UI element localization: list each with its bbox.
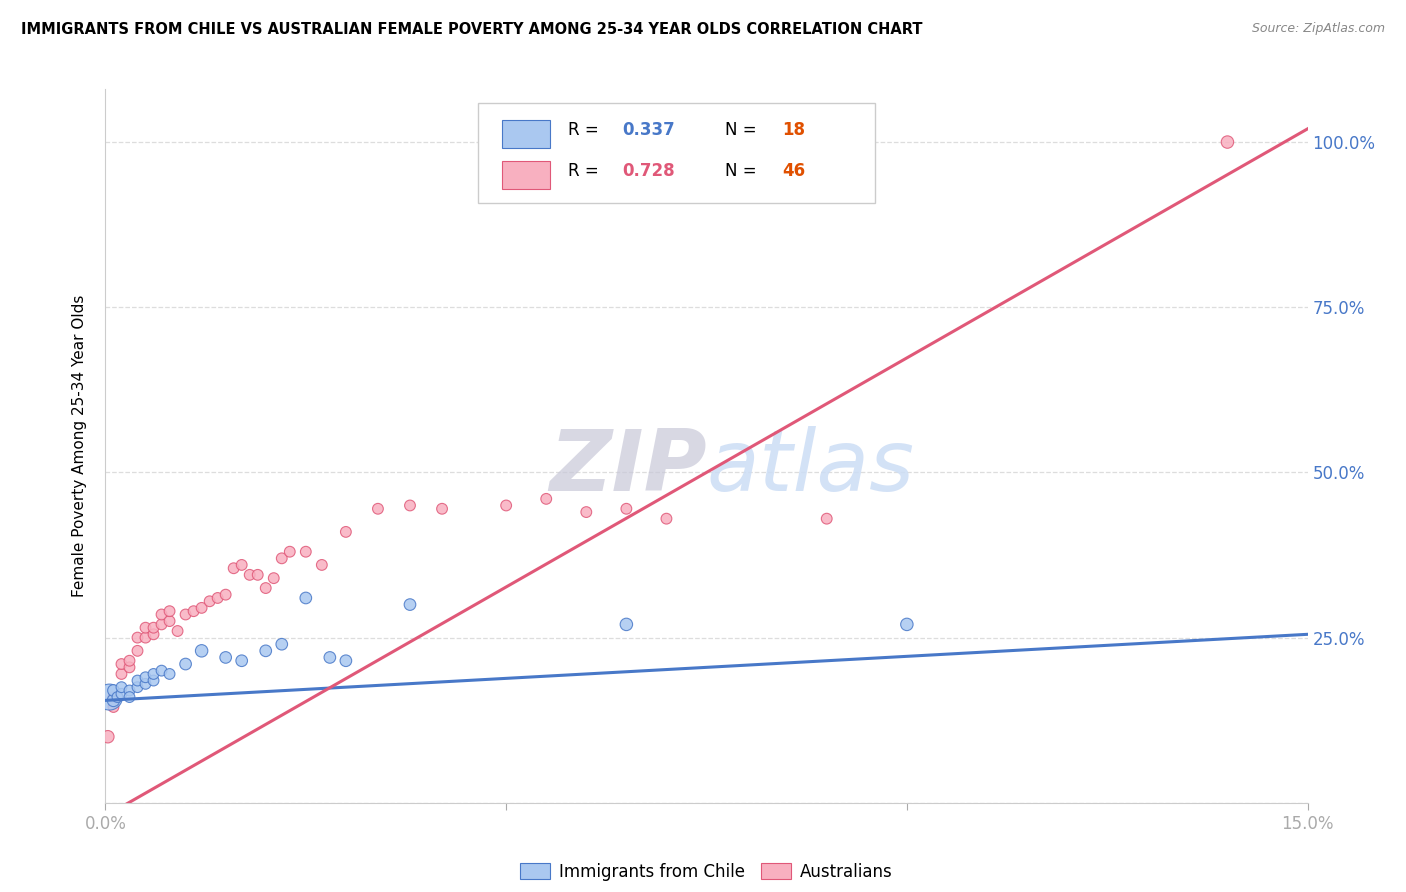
Point — [150, 617, 173, 632]
Point — [103, 693, 125, 707]
Point — [495, 499, 517, 513]
Point — [127, 631, 149, 645]
Point — [118, 683, 141, 698]
Point — [367, 501, 389, 516]
Point — [896, 617, 918, 632]
Legend: Immigrants from Chile, Australians: Immigrants from Chile, Australians — [513, 856, 900, 888]
Text: 0.337: 0.337 — [623, 121, 675, 139]
Text: 46: 46 — [782, 162, 806, 180]
Text: Source: ZipAtlas.com: Source: ZipAtlas.com — [1251, 22, 1385, 36]
Point — [159, 614, 181, 628]
Point — [190, 600, 212, 615]
Point — [231, 558, 253, 572]
Point — [534, 491, 557, 506]
Point — [135, 677, 157, 691]
Point — [135, 621, 157, 635]
Point — [135, 670, 157, 684]
Point — [174, 607, 197, 622]
Point — [616, 501, 638, 516]
Text: ZIP: ZIP — [548, 425, 707, 509]
Point — [183, 604, 205, 618]
Point — [207, 591, 229, 605]
Point — [118, 690, 141, 704]
FancyBboxPatch shape — [502, 120, 550, 148]
Point — [231, 654, 253, 668]
Text: 0.728: 0.728 — [623, 162, 675, 180]
Text: 18: 18 — [782, 121, 806, 139]
Point — [127, 680, 149, 694]
Point — [150, 664, 173, 678]
Point — [270, 551, 292, 566]
Point — [142, 627, 165, 641]
Point — [142, 621, 165, 635]
Point — [103, 700, 125, 714]
Point — [110, 657, 132, 671]
Point — [97, 730, 120, 744]
Point — [159, 604, 181, 618]
Point — [319, 650, 342, 665]
Point — [335, 524, 357, 539]
Point — [399, 598, 422, 612]
Point — [166, 624, 188, 638]
Text: IMMIGRANTS FROM CHILE VS AUSTRALIAN FEMALE POVERTY AMONG 25-34 YEAR OLDS CORRELA: IMMIGRANTS FROM CHILE VS AUSTRALIAN FEMA… — [21, 22, 922, 37]
Point — [110, 680, 132, 694]
Point — [150, 607, 173, 622]
Point — [190, 644, 212, 658]
Point — [198, 594, 221, 608]
Point — [214, 588, 236, 602]
Point — [254, 644, 277, 658]
Point — [335, 654, 357, 668]
Point — [107, 690, 129, 704]
Point — [98, 690, 121, 704]
Text: N =: N = — [724, 121, 762, 139]
Point — [815, 511, 838, 525]
Point — [616, 617, 638, 632]
Point — [575, 505, 598, 519]
Y-axis label: Female Poverty Among 25-34 Year Olds: Female Poverty Among 25-34 Year Olds — [72, 295, 87, 597]
Point — [311, 558, 333, 572]
FancyBboxPatch shape — [478, 103, 875, 203]
Point — [270, 637, 292, 651]
Point — [263, 571, 285, 585]
Point — [222, 561, 245, 575]
FancyBboxPatch shape — [502, 161, 550, 189]
Point — [254, 581, 277, 595]
Point — [295, 545, 318, 559]
Point — [142, 673, 165, 688]
Point — [1216, 135, 1239, 149]
Point — [103, 683, 125, 698]
Text: R =: R = — [568, 162, 605, 180]
Point — [214, 650, 236, 665]
Point — [110, 687, 132, 701]
Point — [295, 591, 318, 605]
Point — [142, 667, 165, 681]
Point — [159, 667, 181, 681]
Point — [430, 501, 453, 516]
Point — [127, 673, 149, 688]
Point — [118, 660, 141, 674]
Point — [127, 644, 149, 658]
Point — [103, 690, 125, 704]
Point — [246, 567, 269, 582]
Text: N =: N = — [724, 162, 762, 180]
Point — [110, 667, 132, 681]
Text: atlas: atlas — [707, 425, 914, 509]
Text: R =: R = — [568, 121, 605, 139]
Point — [399, 499, 422, 513]
Point — [135, 631, 157, 645]
Point — [278, 545, 301, 559]
Point — [655, 511, 678, 525]
Point — [174, 657, 197, 671]
Point — [118, 654, 141, 668]
Point — [239, 567, 262, 582]
